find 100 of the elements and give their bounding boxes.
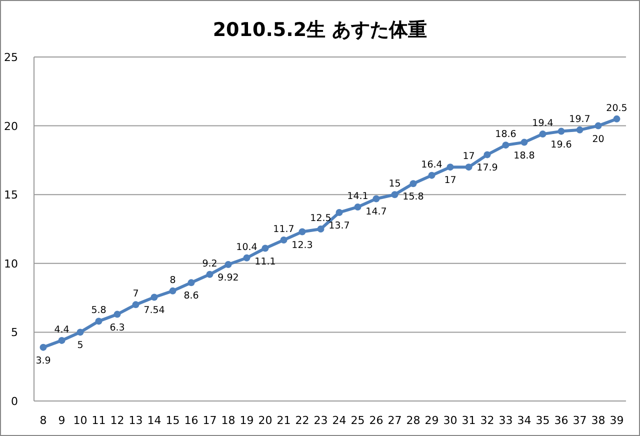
- point: [150, 294, 158, 301]
- data-label: 11.7: [273, 224, 294, 236]
- x-tick-label: 31: [462, 414, 476, 427]
- x-tick-label: 10: [73, 414, 88, 427]
- data-label: 3.9: [36, 355, 51, 366]
- y-tick-label: 15: [4, 188, 18, 202]
- chart-title: 2010.5.2生 あすた体重: [212, 19, 428, 41]
- x-tick-label: 27: [388, 414, 402, 427]
- x-tick-label: 28: [406, 414, 420, 427]
- point: [484, 151, 491, 158]
- x-tick-label: 13: [128, 414, 143, 427]
- data-label: 5.8: [91, 305, 106, 316]
- y-tick-label: 25: [4, 51, 18, 64]
- data-label: 17: [462, 151, 475, 162]
- x-tick-label: 26: [369, 414, 384, 427]
- x-tick-label: 37: [572, 414, 587, 427]
- point: [206, 270, 214, 278]
- data-label: 20: [592, 134, 604, 145]
- data-label: 11.1: [254, 256, 276, 268]
- data-label: 17.9: [476, 162, 498, 174]
- x-tick-label: 22: [295, 414, 310, 427]
- x-tick-label: 19: [240, 414, 254, 427]
- point: [594, 122, 602, 130]
- data-label: 10.4: [236, 242, 258, 253]
- data-label: 16.4: [421, 159, 442, 170]
- point: [354, 203, 362, 210]
- x-tick-label: 14: [147, 414, 162, 427]
- point: [336, 208, 343, 216]
- x-tick-label: 36: [554, 414, 568, 427]
- data-label: 9.92: [218, 272, 239, 284]
- data-label: 8: [170, 274, 176, 286]
- data-label: 13.7: [328, 220, 350, 232]
- data-label: 14.1: [347, 190, 368, 202]
- y-tick-label: 5: [11, 326, 18, 340]
- point: [465, 164, 472, 171]
- data-label: 18.6: [495, 129, 516, 140]
- x-tick-label: 11: [92, 414, 106, 427]
- x-tick-label: 12: [110, 414, 124, 427]
- point: [58, 336, 66, 344]
- point: [169, 287, 176, 294]
- x-tick-label: 33: [498, 414, 513, 427]
- y-tick-label: 10: [4, 257, 18, 270]
- x-tick-label: 38: [591, 414, 606, 427]
- x-tick-label: 8: [40, 414, 47, 427]
- x-tick-label: 24: [332, 414, 346, 427]
- point: [576, 126, 584, 134]
- x-tick-label: 34: [517, 414, 532, 427]
- x-tick-label: 16: [184, 414, 198, 427]
- x-tick-label: 39: [610, 414, 624, 427]
- x-tick-label: 30: [443, 414, 458, 427]
- point: [613, 115, 620, 122]
- x-tick-label: 23: [314, 414, 328, 427]
- data-label: 9.2: [202, 258, 218, 270]
- data-label: 14.7: [366, 206, 387, 218]
- point: [114, 310, 121, 318]
- data-label: 19.6: [550, 139, 572, 150]
- x-tick-label: 20: [258, 414, 272, 427]
- data-label: 15.8: [402, 192, 424, 203]
- x-tick-label: 21: [276, 414, 291, 427]
- data-label: 7: [132, 288, 139, 300]
- data-label: 6.3: [110, 322, 125, 334]
- data-label: 19.4: [532, 118, 554, 130]
- point: [446, 164, 454, 171]
- point: [502, 142, 510, 149]
- point: [372, 195, 380, 202]
- point: [280, 236, 288, 244]
- data-label: 4.4: [54, 324, 70, 336]
- point: [391, 191, 398, 198]
- point: [410, 180, 417, 188]
- point: [76, 328, 84, 336]
- x-tick-label: 17: [202, 414, 217, 427]
- x-tick-label: 32: [480, 414, 494, 427]
- x-tick-label: 29: [424, 414, 439, 427]
- point: [298, 228, 306, 236]
- point: [520, 138, 528, 146]
- point: [243, 254, 250, 262]
- data-label: 5: [77, 340, 84, 352]
- y-tick-label: 0: [11, 395, 18, 408]
- point: [40, 344, 47, 351]
- point: [188, 279, 195, 286]
- y-tick-label: 20: [4, 120, 18, 133]
- x-tick-label: 35: [536, 414, 550, 427]
- point: [539, 130, 546, 138]
- point: [317, 226, 324, 232]
- point: [558, 128, 565, 135]
- x-tick-label: 25: [350, 414, 365, 427]
- point: [132, 301, 140, 308]
- point: [428, 172, 436, 179]
- point: [262, 244, 269, 252]
- data-label: 12.3: [292, 240, 313, 251]
- x-tick-label: 18: [221, 414, 236, 427]
- data-label: 18.8: [514, 150, 535, 162]
- data-label: 8.6: [184, 290, 199, 302]
- data-label: 7.54: [144, 305, 165, 316]
- data-label: 20.5: [606, 102, 628, 114]
- x-tick-label: 15: [166, 414, 180, 427]
- data-label: 15: [388, 178, 401, 190]
- point: [224, 261, 232, 268]
- point: [95, 318, 102, 325]
- x-tick-label: 9: [58, 414, 66, 427]
